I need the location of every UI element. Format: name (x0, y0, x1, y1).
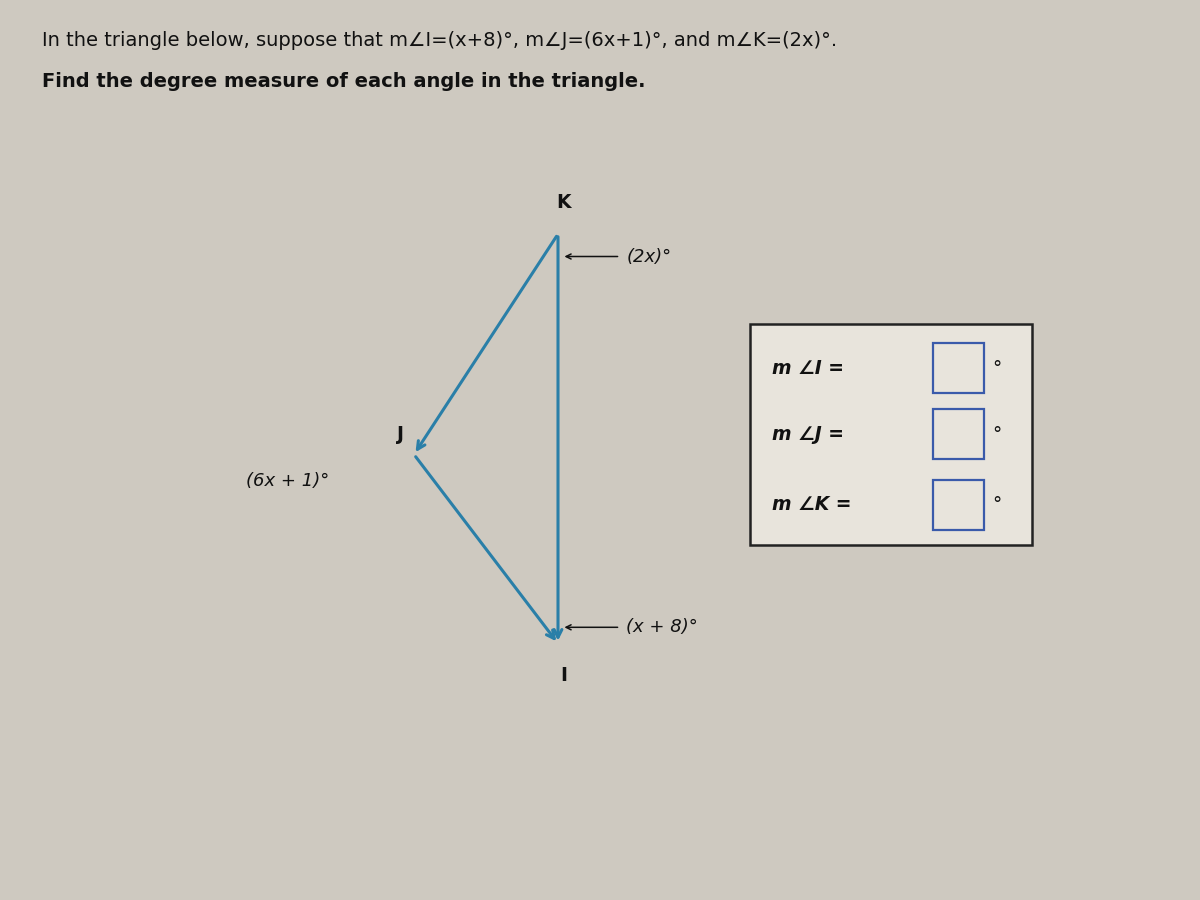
Text: (2x)°: (2x)° (626, 248, 672, 266)
Text: °: ° (992, 358, 1001, 378)
FancyBboxPatch shape (750, 324, 1032, 544)
Text: °: ° (992, 425, 1001, 444)
Text: m ∠I =: m ∠I = (772, 358, 844, 378)
Text: (x + 8)°: (x + 8)° (626, 618, 698, 636)
FancyBboxPatch shape (934, 409, 984, 459)
Text: (6x + 1)°: (6x + 1)° (246, 472, 329, 490)
Text: Find the degree measure of each angle in the triangle.: Find the degree measure of each angle in… (42, 72, 646, 91)
Text: J: J (397, 425, 404, 444)
Text: m ∠K =: m ∠K = (772, 495, 851, 514)
Text: m ∠J =: m ∠J = (772, 425, 844, 444)
Text: K: K (557, 193, 571, 212)
Text: °: ° (992, 495, 1001, 514)
FancyBboxPatch shape (934, 343, 984, 393)
FancyBboxPatch shape (934, 480, 984, 530)
Text: In the triangle below, suppose that m∠I=(x+8)°, m∠J=(6x+1)°, and m∠K=(2x)°.: In the triangle below, suppose that m∠I=… (42, 32, 838, 50)
Text: I: I (560, 666, 568, 685)
